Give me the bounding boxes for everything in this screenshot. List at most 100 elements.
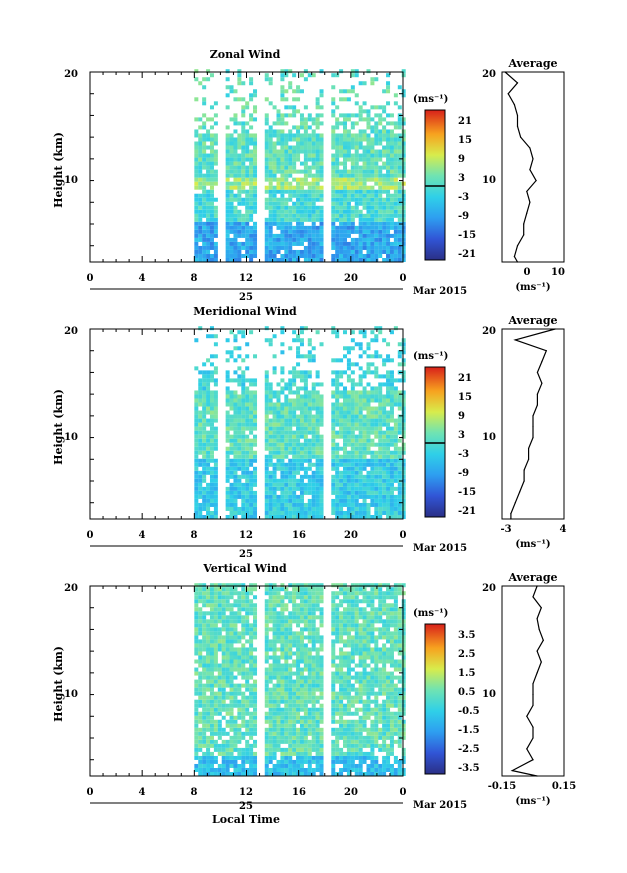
heatmap-cell: [198, 651, 203, 656]
heatmap-cell: [393, 446, 398, 451]
heatmap-cell: [296, 346, 301, 351]
x-tick-label: 0: [400, 530, 407, 541]
heatmap-cell: [311, 201, 316, 206]
heatmap-cell: [194, 470, 199, 475]
heatmap-cell: [194, 767, 199, 772]
heatmap-cell: [209, 438, 214, 443]
average-point: [541, 382, 543, 384]
heatmap-cell: [288, 241, 293, 246]
heatmap-cell: [233, 631, 238, 636]
heatmap-cell: [206, 410, 211, 415]
heatmap-cell: [339, 189, 344, 194]
avg-y-tick-label: 10: [482, 432, 496, 443]
heatmap-cell: [350, 209, 355, 214]
heatmap-cell: [245, 679, 250, 684]
heatmap-cell: [276, 209, 281, 214]
heatmap-cell: [249, 209, 254, 214]
heatmap-cell: [299, 607, 304, 612]
heatmap-cell: [268, 446, 273, 451]
heatmap-cell: [209, 442, 214, 447]
heatmap-cell: [241, 213, 246, 218]
heatmap-cell: [245, 603, 250, 608]
heatmap-cell: [315, 707, 320, 712]
heatmap-cell: [237, 755, 242, 760]
heatmap-cell: [311, 482, 316, 487]
heatmap-cell: [386, 258, 391, 262]
heatmap-cell: [386, 442, 391, 447]
heatmap-cell: [346, 157, 351, 162]
heatmap-cell: [303, 446, 308, 451]
heatmap-cell: [288, 217, 293, 222]
heatmap-cell: [292, 651, 297, 656]
heatmap-cell: [393, 101, 398, 106]
heatmap-cell: [198, 595, 203, 600]
heatmap-cell: [382, 153, 387, 158]
heatmap-cell: [331, 157, 336, 162]
heatmap-cell: [358, 165, 363, 170]
heatmap-cell: [249, 462, 254, 467]
heatmap-cell: [253, 498, 258, 503]
heatmap-cell: [225, 671, 230, 676]
heatmap-cell: [319, 759, 324, 764]
heatmap-cell: [237, 209, 242, 214]
heatmap-cell: [315, 430, 320, 435]
heatmap-cell: [307, 747, 312, 752]
heatmap-cell: [401, 486, 406, 491]
heatmap-cell: [331, 213, 336, 218]
heatmap-cell: [386, 502, 391, 507]
heatmap-cell: [229, 627, 234, 632]
heatmap-cell: [209, 643, 214, 648]
heatmap-cell: [386, 217, 391, 222]
heatmap-cell: [249, 173, 254, 178]
heatmap-cell: [245, 631, 250, 636]
heatmap-cell: [335, 398, 340, 403]
heatmap-cell: [194, 599, 199, 604]
heatmap-cell: [237, 145, 242, 150]
heatmap-cell: [217, 631, 222, 636]
heatmap-cell: [331, 623, 336, 628]
heatmap-cell: [311, 73, 316, 78]
heatmap-cell: [272, 727, 277, 732]
heatmap-cell: [280, 253, 285, 258]
heatmap-cell: [358, 414, 363, 419]
heatmap-cell: [370, 105, 375, 110]
heatmap-cell: [288, 687, 293, 692]
heatmap-cell: [233, 691, 238, 696]
heatmap-cell: [288, 735, 293, 740]
heatmap-cell: [229, 426, 234, 431]
heatmap-cell: [335, 490, 340, 495]
heatmap-cell: [280, 161, 285, 166]
heatmap-cell: [276, 486, 281, 491]
heatmap-cell: [280, 502, 285, 507]
heatmap-cell: [229, 695, 234, 700]
heatmap-cell: [249, 591, 254, 596]
heatmap-cell: [303, 117, 308, 122]
heatmap-cell: [284, 767, 289, 772]
heatmap-cell: [315, 647, 320, 652]
heatmap-cell: [209, 474, 214, 479]
heatmap-cell: [249, 217, 254, 222]
heatmap-cell: [245, 177, 250, 182]
heatmap-cell: [206, 494, 211, 499]
heatmap-cell: [296, 767, 301, 772]
heatmap-cell: [386, 241, 391, 246]
heatmap-cell: [194, 486, 199, 491]
heatmap-cell: [299, 249, 304, 254]
heatmap-cell: [245, 229, 250, 234]
heatmap-cell: [331, 747, 336, 752]
heatmap-cell: [331, 153, 336, 158]
heatmap-cell: [276, 727, 281, 732]
heatmap-cell: [335, 422, 340, 427]
heatmap-cell: [249, 418, 254, 423]
heatmap-cell: [198, 217, 203, 222]
heatmap-cell: [237, 189, 242, 194]
heatmap-cell: [213, 249, 218, 254]
heatmap-cell: [237, 253, 242, 258]
heatmap-cell: [397, 418, 402, 423]
heatmap-cell: [249, 719, 254, 724]
heatmap-cell: [202, 699, 207, 704]
heatmap-cell: [206, 719, 211, 724]
heatmap-cell: [194, 591, 199, 596]
heatmap-cell: [401, 478, 406, 483]
heatmap-cell: [213, 414, 218, 419]
